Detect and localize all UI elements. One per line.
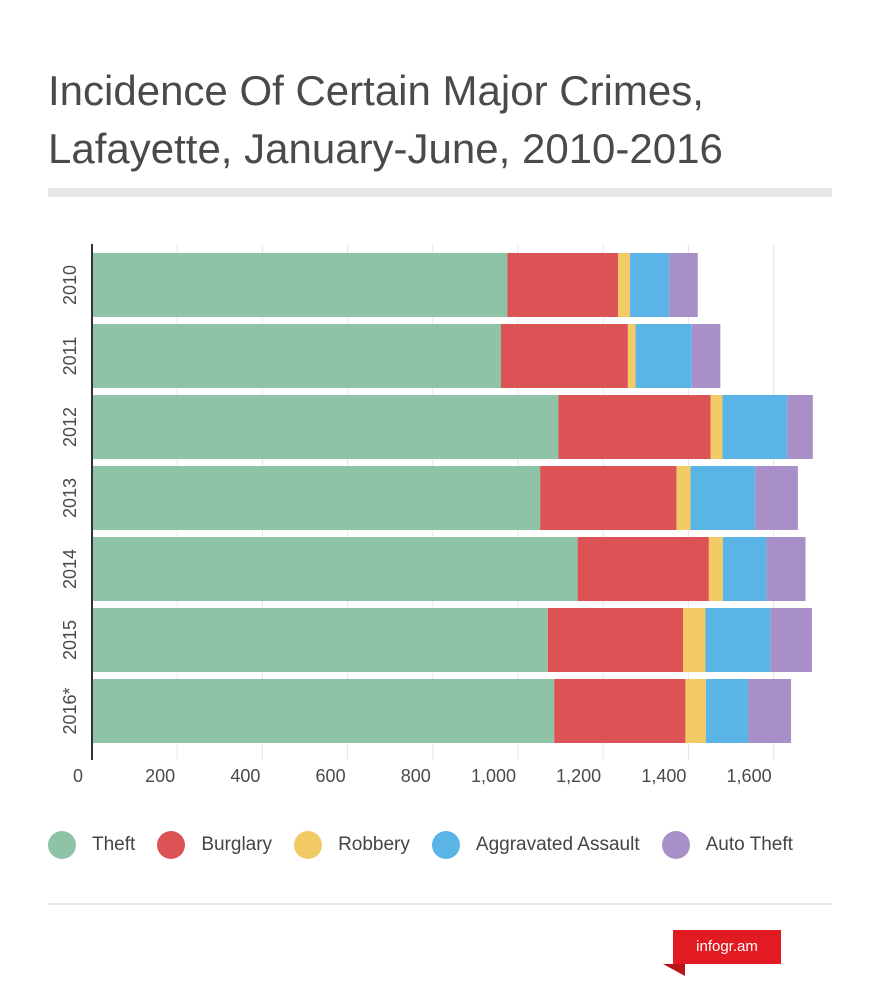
category-label: 2010 xyxy=(60,265,80,305)
legend-swatch xyxy=(157,831,186,859)
bar-segment-aggravated-assault[interactable] xyxy=(630,253,670,317)
bar-segment-auto-theft[interactable] xyxy=(748,679,792,743)
legend-swatch xyxy=(294,831,323,859)
bar-segment-burglary[interactable] xyxy=(540,466,677,530)
chart-legend: Theft Burglary Robbery Aggravated Assault Au… xyxy=(48,830,815,860)
x-tick-label: 1,200 xyxy=(556,766,601,786)
bar-segment-burglary[interactable] xyxy=(558,395,711,459)
bar-segment-burglary[interactable] xyxy=(507,253,619,317)
bar-segment-aggravated-assault[interactable] xyxy=(722,537,767,601)
category-label: 2015 xyxy=(60,620,80,660)
bar-segment-robbery[interactable] xyxy=(685,679,706,743)
legend-label: Theft xyxy=(92,834,136,855)
x-tick-label: 800 xyxy=(401,766,431,786)
legend-item-theft[interactable]: Theft xyxy=(48,831,135,859)
x-tick-label: 1,000 xyxy=(471,766,516,786)
legend-label: Robbery xyxy=(338,834,410,855)
x-tick-label: 200 xyxy=(145,766,175,786)
legend-item-burglary[interactable]: Burglary xyxy=(157,831,272,859)
x-tick-label: 1,600 xyxy=(727,766,772,786)
bar-segment-burglary[interactable] xyxy=(547,608,684,672)
bar-segment-auto-theft[interactable] xyxy=(755,466,798,530)
logo-tail xyxy=(663,964,685,976)
category-label: 2014 xyxy=(60,549,80,589)
bar-segment-theft[interactable] xyxy=(92,679,555,743)
bar-segment-aggravated-assault[interactable] xyxy=(705,608,771,672)
infogram-logo[interactable]: infogr.am xyxy=(663,930,781,976)
bar-segment-theft[interactable] xyxy=(92,466,541,530)
title-divider xyxy=(48,188,832,197)
legend-item-aggravated-assault[interactable]: Aggravated Assault xyxy=(431,831,640,859)
bar-segment-aggravated-assault[interactable] xyxy=(690,466,756,530)
bar-segment-auto-theft[interactable] xyxy=(691,324,721,388)
bar-segment-aggravated-assault[interactable] xyxy=(635,324,692,388)
x-tick-label: 400 xyxy=(230,766,260,786)
bar-segment-theft[interactable] xyxy=(92,537,578,601)
logo-text: infogr.am xyxy=(696,938,758,955)
category-label: 2012 xyxy=(60,407,80,447)
legend-label: Aggravated Assault xyxy=(475,834,640,855)
legend-swatch xyxy=(48,831,76,859)
chart-title: Incidence Of Certain Major Crimes, Lafay… xyxy=(48,67,723,172)
logo-box xyxy=(673,930,781,964)
bar-segment-robbery[interactable] xyxy=(627,324,636,388)
x-tick-label: 0 xyxy=(73,766,83,786)
legend-label: Auto Theft xyxy=(705,834,793,855)
legend-item-robbery[interactable]: Robbery xyxy=(294,831,410,859)
bar-segment-robbery[interactable] xyxy=(676,466,691,530)
bar-segment-robbery[interactable] xyxy=(683,608,706,672)
category-label: 2013 xyxy=(60,478,80,518)
legend-swatch xyxy=(661,831,690,859)
bar-segment-auto-theft[interactable] xyxy=(770,608,812,672)
x-tick-label: 600 xyxy=(316,766,346,786)
bar-segment-robbery[interactable] xyxy=(710,395,723,459)
legend-label: Burglary xyxy=(201,834,273,855)
bar-segment-robbery[interactable] xyxy=(708,537,723,601)
bar-segment-burglary[interactable] xyxy=(500,324,628,388)
category-label: 2016* xyxy=(60,687,80,734)
bar-segment-aggravated-assault[interactable] xyxy=(705,679,749,743)
bar-segment-theft[interactable] xyxy=(92,253,508,317)
stacked-bar-chart: 2010 2011 2012 2013 2014 2015 2016* 0 200 400 600 8… xyxy=(60,244,813,786)
bar-segment-aggravated-assault[interactable] xyxy=(722,395,788,459)
bar-segment-burglary[interactable] xyxy=(554,679,686,743)
bar-segment-burglary[interactable] xyxy=(577,537,709,601)
bar-segment-theft[interactable] xyxy=(92,608,548,672)
category-label: 2011 xyxy=(60,337,80,376)
bar-segment-theft[interactable] xyxy=(92,324,501,388)
x-tick-label: 1,400 xyxy=(641,766,686,786)
bar-segment-theft[interactable] xyxy=(92,395,559,459)
bar-segment-auto-theft[interactable] xyxy=(669,253,698,317)
legend-swatch xyxy=(431,831,460,859)
bar-segment-robbery[interactable] xyxy=(618,253,631,317)
footer-divider xyxy=(48,903,832,905)
legend-item-auto-theft[interactable]: Auto Theft xyxy=(661,831,793,859)
bar-segment-auto-theft[interactable] xyxy=(766,537,806,601)
bar-segment-auto-theft[interactable] xyxy=(787,395,813,459)
